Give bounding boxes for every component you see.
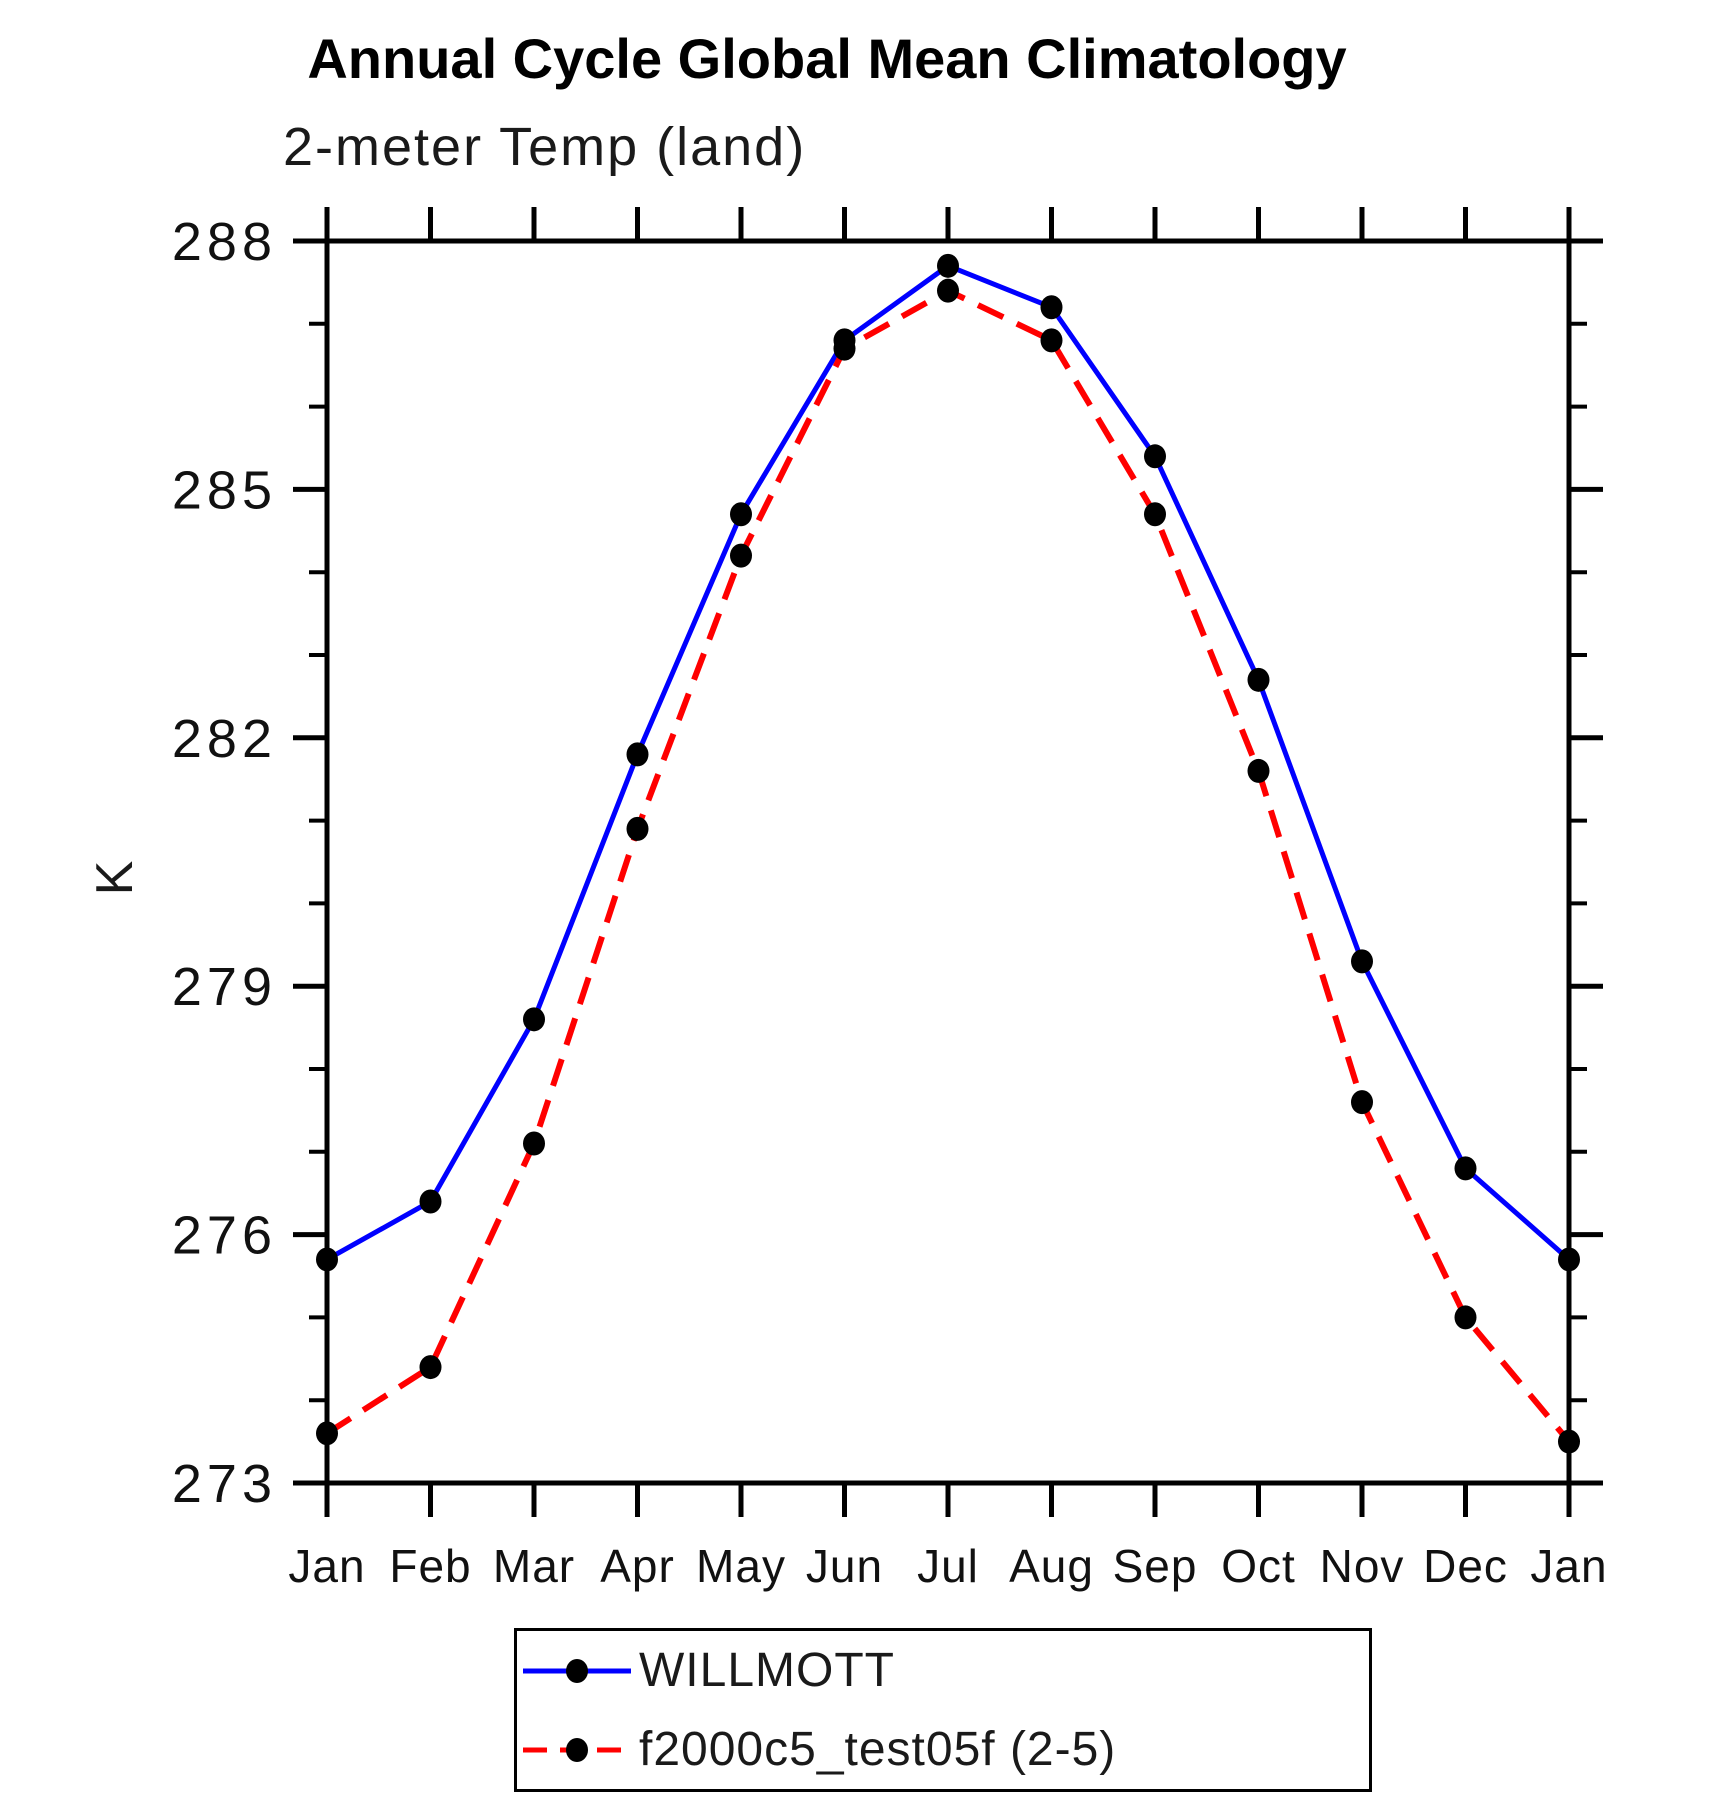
legend-marker-dot — [566, 1737, 588, 1762]
series-marker — [316, 1247, 338, 1272]
x-tick-label: Jan — [288, 1540, 365, 1592]
series-marker — [1351, 1090, 1373, 1115]
series-marker — [419, 1355, 442, 1380]
y-tick-label: 279 — [172, 957, 277, 1017]
legend-marker-dot — [566, 1658, 588, 1683]
x-tick-label: Sep — [1113, 1540, 1198, 1592]
x-tick-label: Mar — [493, 1540, 575, 1592]
series-marker — [1454, 1156, 1477, 1181]
series-marker — [1454, 1305, 1477, 1330]
series-marker — [1351, 949, 1373, 974]
series-marker — [937, 278, 959, 303]
series-marker — [1247, 758, 1270, 783]
series-marker — [1144, 502, 1166, 527]
series-marker — [419, 1189, 442, 1214]
series-marker — [1144, 444, 1166, 469]
series-marker — [523, 1007, 545, 1032]
y-tick-label: 276 — [172, 1206, 277, 1266]
x-tick-label: Jul — [917, 1540, 979, 1592]
legend-box: WILLMOTT f2000c5_test05f (2-5) — [514, 1628, 1372, 1792]
legend-item-f2000c5: f2000c5_test05f (2-5) — [517, 1710, 1369, 1789]
y-tick-label: 282 — [172, 709, 277, 769]
legend-item-willmott: WILLMOTT — [517, 1631, 1369, 1710]
series-marker — [937, 253, 959, 278]
series-marker — [626, 742, 649, 767]
legend-label-willmott: WILLMOTT — [639, 1644, 895, 1697]
series-marker — [833, 336, 856, 361]
series-marker — [1558, 1247, 1580, 1272]
series-marker — [626, 816, 649, 841]
axis-frame — [324, 238, 1572, 1486]
series-marker — [1558, 1429, 1580, 1454]
series-marker — [316, 1421, 338, 1446]
series-line-f2000c5_test05f-2-5- — [325, 287, 1572, 1444]
chart-title: Annual Cycle Global Mean Climatology — [307, 27, 1347, 90]
x-tick-label: Jun — [806, 1540, 883, 1592]
series-line-willmott — [325, 263, 1571, 1262]
x-tick-label: Dec — [1423, 1540, 1508, 1592]
x-tick-label: Feb — [389, 1540, 471, 1592]
x-tick-label: Aug — [1009, 1540, 1094, 1592]
y-tick-label: 288 — [172, 212, 277, 272]
legend-line-sample-willmott — [523, 1658, 631, 1683]
series-marker — [730, 502, 752, 527]
x-tick-label: Jan — [1530, 1540, 1607, 1592]
legend-label-f2000c5: f2000c5_test05f (2-5) — [639, 1723, 1117, 1776]
series-marker — [523, 1131, 545, 1156]
series-marker — [1040, 328, 1063, 353]
x-tick-label: May — [696, 1540, 786, 1592]
legend-line-sample-f2000c5 — [523, 1737, 631, 1762]
chart-subtitle: 2-meter Temp (land) — [283, 117, 807, 177]
y-tick-label: 273 — [172, 1454, 277, 1514]
y-tick-label: 285 — [172, 460, 277, 520]
series-marker — [1040, 295, 1063, 320]
x-tick-label: Apr — [600, 1540, 675, 1592]
x-tick-label: Oct — [1221, 1540, 1296, 1592]
x-tick-label: Nov — [1320, 1540, 1405, 1592]
series-marker — [730, 543, 752, 568]
series-marker — [1247, 667, 1270, 692]
